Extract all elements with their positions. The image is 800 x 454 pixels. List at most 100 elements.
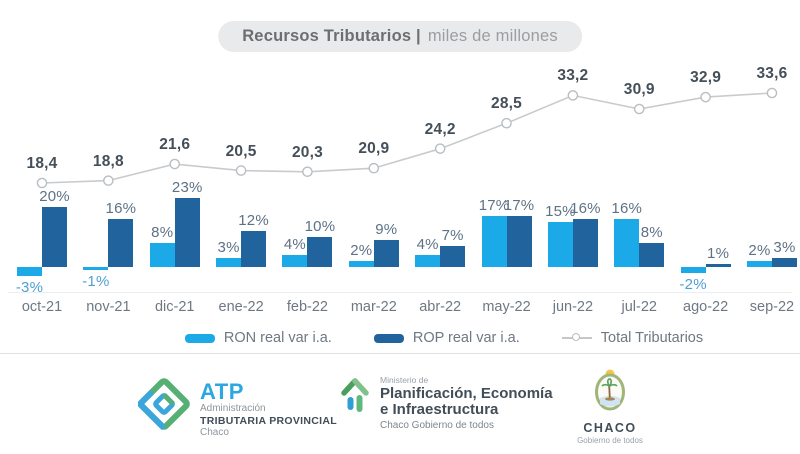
line-point [103,175,114,186]
ministry-line2: e Infraestructura [380,401,499,419]
bar-label-ron: 4% [283,236,306,253]
bar-rop [506,216,532,267]
bar-ron [680,267,706,273]
bar-label-rop: 8% [640,224,663,241]
line-value-label: 20,5 [225,142,257,160]
chaco-subline: Gobierno de todos [577,436,643,445]
bar-label-ron: -2% [679,276,707,293]
x-axis-line [8,292,792,293]
line-value-label: 21,6 [159,136,191,154]
line-value-label: 30,9 [623,80,655,98]
legend: RON real var i.a. ROP real var i.a. Tota… [44,330,800,346]
bar-ron [547,222,573,267]
bar-label-rop: 7% [441,227,464,244]
atp-line2: TRIBUTARIA PROVINCIAL [200,414,337,427]
legend-label-total: Total Tributarios [600,330,704,346]
line-point [434,143,446,154]
line-value-label: 20,3 [291,143,323,161]
bar-rop [42,207,67,267]
line-value-label: 20,9 [358,140,390,158]
x-axis-label: ene-22 [218,299,264,315]
line-point [235,165,247,176]
line-point [368,162,380,174]
bar-label-ron: 16% [611,200,643,217]
x-axis-label: nov-21 [86,299,131,315]
x-axis-label: dic-21 [154,299,195,315]
bar-label-rop: 9% [375,221,398,238]
line-value-label: 24,2 [424,120,456,138]
ministry-overline: Ministerio de [380,375,429,385]
ron-swatch-icon [184,333,215,343]
legend-item-rop: ROP real var i.a. [373,330,520,346]
bar-label-ron: 4% [416,236,439,253]
legend-label-rop: ROP real var i.a. [412,330,520,346]
atp-acronym: ATP [200,379,244,404]
bar-label-ron: 3% [217,239,240,256]
bar-ron [614,219,640,267]
ministry-house-icon [340,376,370,423]
bar-label-ron: -1% [82,273,110,290]
bar-rop [174,198,200,267]
bar-rop [108,219,134,267]
atp-line1: Administración [200,403,266,415]
bar-ron [481,216,507,267]
bar-label-rop: 16% [570,200,601,217]
bar-label-ron: -3% [15,279,44,296]
bar-label-ron: 17% [478,197,510,214]
bar-label-rop: 10% [304,218,336,235]
bar-label-ron: 8% [151,224,174,241]
line-point [766,87,778,99]
x-axis-label: abr-22 [419,299,462,315]
x-axis-label: sep-22 [749,299,795,315]
bar-rop [241,231,267,267]
footer-divider [0,353,800,354]
bar-ron [348,261,374,267]
x-axis-label: ago-22 [683,299,729,315]
x-axis-label: mar-22 [350,299,397,315]
x-axis-label: jul-22 [621,299,657,315]
line-value-label: 32,9 [690,69,722,87]
ministry-logo: Ministerio de Planificación, Economía e … [340,375,553,431]
x-axis-label: oct-21 [21,299,63,315]
bar-label-rop: 20% [39,188,70,205]
line-point [633,103,645,115]
bar-rop [639,243,665,267]
bar-label-rop: 12% [238,212,269,229]
total-line-marker-icon [561,333,592,343]
chaco-logo: CHACO Gobierno de todos [568,368,652,445]
bar-rop [771,258,797,267]
line-point [169,158,181,170]
line-value-label: 18,4 [26,155,58,172]
ministry-subline: Chaco Gobierno de todos [380,419,494,431]
line-value-label: 18,8 [92,152,124,170]
line-value-label: 28,5 [491,95,522,113]
footer: ATP Administración TRIBUTARIA PROVINCIAL… [0,354,800,454]
bar-label-rop: 1% [707,245,730,262]
bar-ron [746,261,772,267]
ministry-line1: Planificación, Economía [380,385,553,403]
line-point [700,91,711,103]
x-axis-label: jun-22 [552,299,594,315]
legend-item-total: Total Tributarios [561,330,704,346]
bar-label-rop: 17% [503,197,535,214]
bar-ron [17,267,42,276]
chaco-name: CHACO [583,421,637,435]
legend-label-ron: RON real var i.a. [223,330,332,346]
atp-diamond-icon [135,378,190,435]
chart-title-main: Recursos Tributarios | [242,27,421,45]
line-point [567,90,579,101]
rop-swatch-icon [373,333,404,343]
bar-ron [216,258,242,267]
line-point [302,166,313,178]
bar-label-rop: 23% [171,179,203,196]
legend-item-ron: RON real var i.a. [184,330,332,346]
line-point [501,117,512,129]
chart-title-sub: miles de millones [427,27,558,45]
bar-ron [415,255,441,267]
line-value-label: 33,2 [557,67,589,85]
bar-label-ron: 15% [545,203,576,220]
chart-title-pill: Recursos Tributarios | miles de millones [218,21,582,52]
bar-rop [705,264,731,267]
bar-rop [572,219,598,267]
